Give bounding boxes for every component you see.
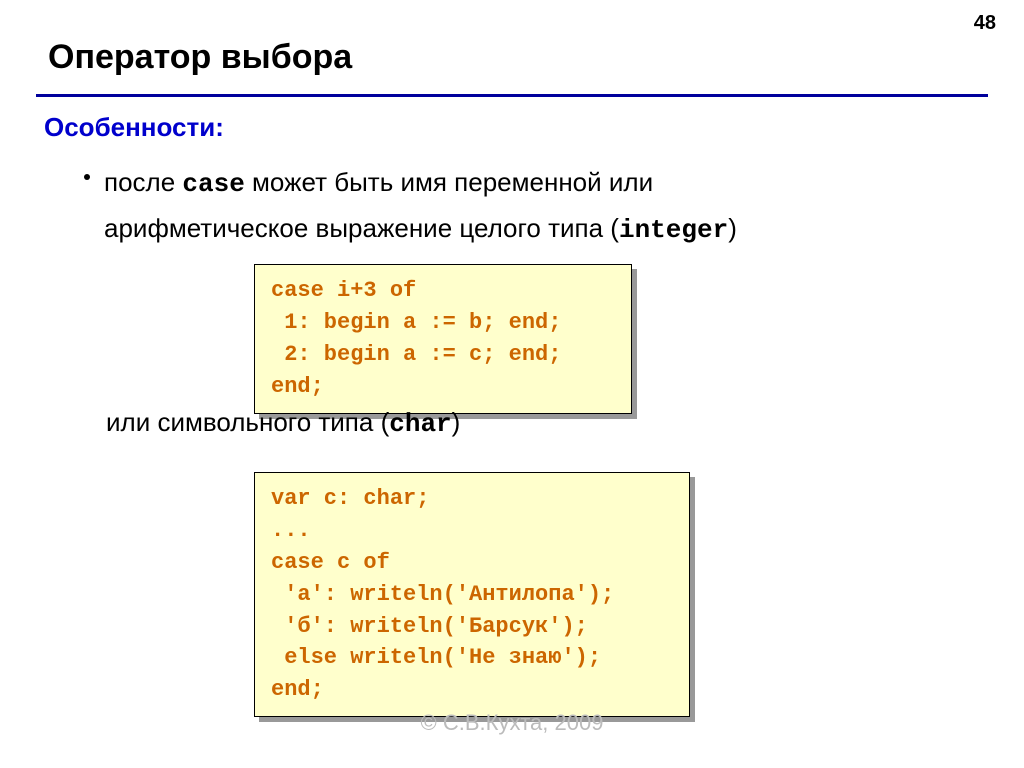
bullet-marker	[84, 174, 90, 180]
text-segment: )	[728, 213, 737, 243]
text-segment: после	[104, 167, 182, 197]
code-block-integer: case i+3 of 1: begin a := b; end; 2: beg…	[254, 264, 632, 414]
text-segment: может быть имя переменной или	[245, 167, 653, 197]
keyword-char: char	[389, 409, 451, 439]
text-segment: )	[452, 407, 461, 437]
keyword-case: case	[182, 169, 244, 199]
mid-text: или символьного типа (char)	[106, 407, 460, 439]
text-segment: или символьного типа (	[106, 407, 389, 437]
page-number: 48	[974, 12, 996, 35]
section-subtitle: Особенности:	[44, 112, 224, 143]
title-rule	[36, 94, 988, 97]
bullet-text: после case может быть имя переменной или…	[104, 160, 737, 252]
keyword-integer: integer	[619, 215, 728, 245]
text-segment: арифметическое выражение целого типа (	[104, 213, 619, 243]
bullet-item: после case может быть имя переменной или…	[84, 160, 737, 252]
slide-title: Оператор выбора	[48, 38, 352, 77]
footer-copyright: © С.В.Кухта, 2009	[0, 710, 1024, 736]
code-block-char: var c: char; ... case c of 'а': writeln(…	[254, 472, 690, 717]
